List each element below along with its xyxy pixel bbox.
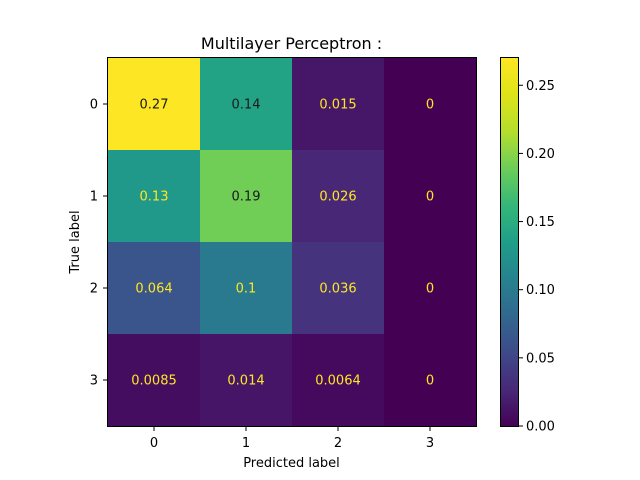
y-tick-label: 2 xyxy=(90,282,98,297)
cell-value-label: 0.0085 xyxy=(131,374,177,389)
heatmap-cell xyxy=(384,334,477,427)
heatmap-cell xyxy=(200,242,293,335)
heatmap-cell xyxy=(108,150,201,243)
colorbar-tick-label: 0.00 xyxy=(526,420,555,435)
heatmap-cell xyxy=(384,242,477,335)
cell-value-label: 0 xyxy=(426,98,434,113)
heatmap-cell xyxy=(108,334,201,427)
cell-value-label: 0.014 xyxy=(227,374,264,389)
colorbar xyxy=(500,57,519,427)
heatmap-cell xyxy=(384,58,477,151)
heatmap-cells xyxy=(108,58,477,427)
colorbar-tick-label: 0.15 xyxy=(526,215,555,230)
colorbar-tick-label: 0.25 xyxy=(526,79,555,94)
x-tick-label: 3 xyxy=(426,436,434,451)
cell-value-label: 0.14 xyxy=(232,98,261,113)
y-axis-label: True label xyxy=(68,210,83,274)
cell-value-label: 0.1 xyxy=(236,282,257,297)
cell-value-label: 0 xyxy=(426,190,434,205)
heatmap-frame xyxy=(107,57,477,427)
heatmap-cell xyxy=(200,150,293,243)
heatmap-cell xyxy=(292,58,385,151)
chart-title: Multilayer Perceptron : xyxy=(201,34,382,53)
x-tick-label: 0 xyxy=(150,436,158,451)
heatmap-cell xyxy=(292,334,385,427)
x-axis-label: Predicted label xyxy=(243,456,340,471)
cell-value-label: 0.064 xyxy=(135,282,172,297)
cell-value-label: 0.0064 xyxy=(315,374,361,389)
x-tick-label: 2 xyxy=(334,436,342,451)
heatmap-cell-labels: 0.27 0.14 0.015 0 0.13 0.19 0.026 0 0.064 0.1 0.03… xyxy=(131,98,434,389)
cell-value-label: 0 xyxy=(426,374,434,389)
colorbar-ticks: 0.00 0.05 0.10 0.15 0.20 0.25 xyxy=(518,79,555,435)
cell-value-label: 0.19 xyxy=(232,190,261,205)
y-tick-label: 3 xyxy=(90,374,98,389)
x-axis-ticks: 0 1 2 3 xyxy=(150,426,434,451)
cell-value-label: 0.13 xyxy=(140,190,169,205)
x-tick-label: 1 xyxy=(242,436,250,451)
cell-value-label: 0 xyxy=(426,282,434,297)
y-tick-label: 0 xyxy=(90,98,98,113)
heatmap-cell xyxy=(108,58,201,151)
cell-value-label: 0.026 xyxy=(319,190,356,205)
cell-value-label: 0.015 xyxy=(319,98,356,113)
heatmap-cell xyxy=(292,150,385,243)
colorbar-tick-label: 0.10 xyxy=(526,283,555,298)
heatmap-cell xyxy=(200,334,293,427)
cell-value-label: 0.27 xyxy=(140,98,169,113)
heatmap-cell xyxy=(108,242,201,335)
heatmap-cell xyxy=(384,150,477,243)
colorbar-tick-label: 0.05 xyxy=(526,351,555,366)
y-tick-label: 1 xyxy=(90,190,98,205)
colorbar-tick-label: 0.20 xyxy=(526,147,555,162)
heatmap-cell xyxy=(200,58,293,151)
cell-value-label: 0.036 xyxy=(319,282,356,297)
y-axis-ticks: 0 1 2 3 xyxy=(90,98,108,389)
heatmap-cell xyxy=(292,242,385,335)
